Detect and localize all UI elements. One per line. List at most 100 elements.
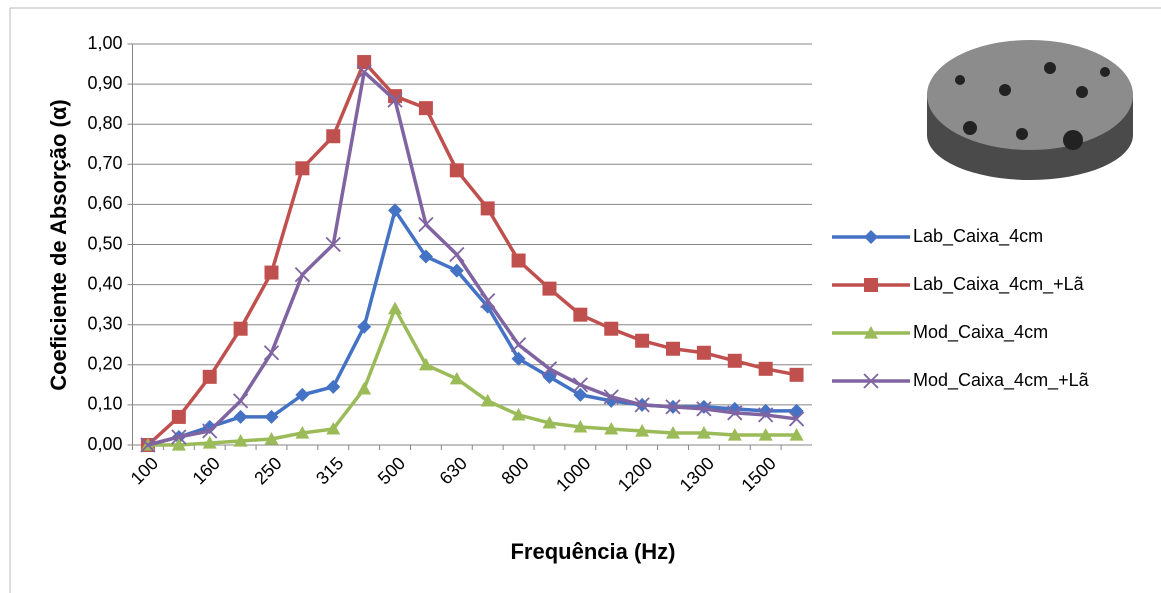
x-tick-label: 100: [127, 453, 162, 488]
point: [696, 425, 711, 439]
point: [140, 437, 156, 453]
point: [295, 425, 310, 439]
point: [604, 321, 619, 336]
point: [295, 387, 310, 402]
point: [202, 423, 218, 439]
point: [635, 333, 650, 348]
point: [758, 361, 773, 376]
point: [603, 389, 619, 405]
point: [696, 345, 711, 360]
x-tick-label: 1000: [552, 453, 594, 495]
point: [573, 387, 588, 402]
point: [727, 405, 743, 421]
point: [727, 427, 742, 441]
point: [604, 421, 619, 435]
point: [388, 203, 403, 218]
point: [511, 407, 526, 421]
point: [233, 409, 248, 424]
point: [758, 427, 773, 441]
series-line: [146, 60, 797, 447]
x-tick-label: 1500: [737, 453, 779, 495]
x-tick-label: 800: [497, 453, 532, 488]
legend-label: Lab_Caixa_4cm_+Lã: [913, 274, 1085, 295]
point: [863, 373, 879, 389]
point: [388, 301, 403, 315]
point: [510, 337, 527, 353]
point: [542, 415, 557, 429]
point: [387, 92, 403, 108]
point: [635, 423, 650, 437]
point: [171, 409, 186, 424]
point: [356, 64, 372, 80]
point: [264, 409, 279, 424]
y-tick-label: 0,70: [87, 153, 122, 173]
point: [480, 393, 495, 407]
point: [418, 101, 433, 116]
point: [788, 411, 805, 427]
point: [171, 438, 186, 451]
point: [758, 407, 774, 423]
x-tick-label: 160: [189, 453, 224, 488]
y-tick-label: 0,10: [87, 394, 122, 414]
point: [326, 129, 341, 144]
point: [665, 399, 681, 415]
point: [449, 263, 464, 278]
x-tick-label: 630: [436, 453, 471, 488]
y-tick-label: 0,40: [87, 273, 122, 293]
series: [140, 55, 804, 452]
point: [480, 293, 496, 309]
point: [326, 421, 341, 435]
x-tick-label: 250: [250, 453, 285, 488]
series: [140, 301, 804, 451]
y-tick-label: 1,00: [87, 33, 122, 53]
point: [864, 278, 878, 292]
point: [449, 246, 465, 263]
point: [294, 266, 311, 283]
point: [233, 433, 248, 447]
legend-label: Mod_Caixa_4cm: [913, 322, 1048, 343]
point: [511, 253, 526, 268]
point: [789, 427, 804, 441]
point: [789, 367, 804, 382]
point: [232, 393, 249, 409]
point: [666, 341, 681, 356]
x-tick-label: 1300: [676, 453, 718, 495]
point: [418, 249, 433, 264]
x-axis-title: Frequência (Hz): [510, 539, 675, 564]
y-tick-label: 0,90: [87, 73, 122, 93]
y-tick-label: 0,50: [87, 233, 122, 253]
point: [357, 381, 372, 395]
point: [202, 435, 217, 449]
legend-label: Lab_Caixa_4cm: [913, 226, 1043, 247]
point: [572, 377, 588, 393]
point: [634, 397, 650, 413]
point: [418, 216, 434, 233]
point: [511, 351, 526, 366]
x-tick-label: 315: [312, 453, 347, 488]
y-tick-label: 0,20: [87, 354, 122, 374]
point: [573, 419, 588, 433]
point: [171, 429, 187, 445]
x-tick-label: 500: [374, 453, 409, 488]
y-tick-label: 0,80: [87, 113, 122, 133]
point: [480, 201, 495, 216]
point: [418, 357, 433, 371]
point: [264, 265, 279, 280]
series: [140, 64, 805, 453]
y-tick-label: 0,00: [87, 434, 122, 454]
point: [263, 345, 280, 361]
x-tick-label: 1200: [614, 453, 656, 495]
point: [357, 319, 372, 334]
y-tick-label: 0,60: [87, 193, 122, 213]
legend-label: Mod_Caixa_4cm_+Lã: [913, 370, 1090, 391]
point: [449, 163, 464, 178]
point: [789, 403, 804, 418]
y-tick-label: 0,30: [87, 313, 122, 333]
point: [666, 425, 681, 439]
point: [727, 353, 742, 368]
point: [388, 89, 403, 104]
point: [357, 55, 372, 70]
point: [202, 369, 217, 384]
point: [864, 230, 878, 244]
